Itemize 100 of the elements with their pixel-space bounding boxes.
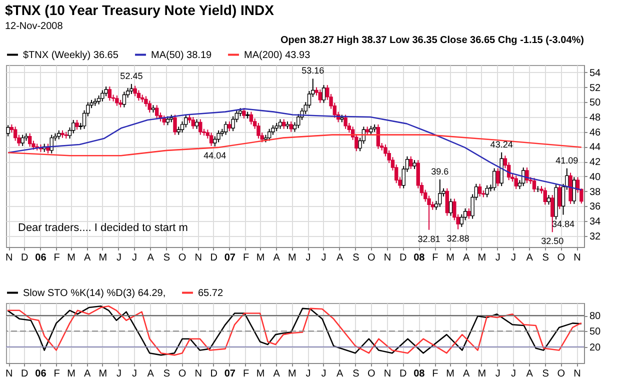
candlestick xyxy=(108,86,112,102)
x-tick-label: D xyxy=(210,252,218,264)
x-tick-label: J xyxy=(306,368,311,380)
x-tick-label: 06 xyxy=(35,252,47,264)
x-tick-label: N xyxy=(194,368,202,380)
x-tick-label: J xyxy=(321,368,326,380)
annotation: 41.09 xyxy=(556,155,578,166)
x-tick-label: M xyxy=(98,368,108,380)
x-tick-label: M xyxy=(478,252,486,264)
x-tick-label: O xyxy=(557,252,566,264)
x-tick-label: O xyxy=(368,252,376,264)
x-tick-label: A xyxy=(336,368,344,380)
annotation: 32.81 xyxy=(418,234,440,244)
x-tick-label: J xyxy=(321,252,326,264)
y-tick-label: 38 xyxy=(590,186,602,198)
legend-label: 65.72 xyxy=(198,288,224,299)
y-tick-label: 48 xyxy=(590,112,602,124)
x-tick-label: A xyxy=(84,252,92,264)
candlestick xyxy=(173,114,177,136)
x-tick-label: N xyxy=(5,252,13,264)
y-tick-label: 46 xyxy=(590,127,602,138)
x-tick-label: N xyxy=(194,252,202,264)
annotation: 32.50 xyxy=(541,236,564,246)
x-tick-label: M xyxy=(446,368,454,380)
candlestick xyxy=(20,134,24,146)
legend-label: MA(50) 38.19 xyxy=(151,50,212,61)
x-tick-label: M xyxy=(256,252,265,264)
y-tick-label: 42 xyxy=(590,157,602,168)
candlestick xyxy=(514,175,518,190)
x-tick-label: A xyxy=(147,252,154,264)
candlestick xyxy=(155,104,159,119)
x-tick-label: A xyxy=(462,252,470,264)
x-tick-label: N xyxy=(384,252,392,264)
candlestick xyxy=(115,94,119,106)
legend-label: $TNX (Weekly) 36.65 xyxy=(23,50,119,61)
candlestick xyxy=(122,91,126,108)
candlestick xyxy=(558,184,562,210)
candlestick xyxy=(438,178,442,208)
candlestick xyxy=(198,118,202,136)
x-tick-label: M xyxy=(288,368,296,380)
candlestick xyxy=(209,132,214,146)
x-tick-label: 07 xyxy=(224,252,236,264)
x-tick-label: A xyxy=(526,368,534,380)
x-tick-label: A xyxy=(462,368,470,380)
x-tick-label: 06 xyxy=(35,368,47,380)
annotation: 32.88 xyxy=(446,233,470,244)
candlestick xyxy=(467,208,471,220)
candlestick xyxy=(242,108,246,119)
x-tick-label: J xyxy=(132,368,138,380)
x-tick-label: N xyxy=(384,368,392,380)
annotation: 39.6 xyxy=(431,166,449,176)
candlestick xyxy=(6,124,10,137)
x-tick-label: F xyxy=(242,368,250,380)
x-tick-label: J xyxy=(116,368,122,380)
y-tick-label: 50 xyxy=(590,326,602,338)
candlestick xyxy=(191,116,195,130)
x-tick-label: O xyxy=(557,368,566,380)
candlestick xyxy=(289,120,293,132)
candlestick xyxy=(318,89,322,104)
legend-label: MA(200) 43.93 xyxy=(244,50,311,61)
x-tick-label: S xyxy=(542,368,550,380)
candlestick xyxy=(445,188,449,216)
y-tick-label: 54 xyxy=(590,68,602,79)
x-tick-label: D xyxy=(399,368,407,380)
candlestick xyxy=(322,84,326,104)
candlestick xyxy=(492,168,496,192)
candlestick xyxy=(100,90,104,102)
x-tick-label: D xyxy=(21,368,28,380)
candlestick xyxy=(133,85,137,97)
y-tick-label: 32 xyxy=(590,231,602,242)
x-tick-label: J xyxy=(495,252,500,264)
candlestick xyxy=(485,184,489,198)
candlestick xyxy=(267,128,272,142)
x-tick-label: O xyxy=(178,252,186,264)
candlestick xyxy=(216,130,220,143)
text: Open 38.27 High 38.37 Low 36.35 Close 36.65 Chg -1.15 (-3.04%) xyxy=(280,35,584,46)
candlestick xyxy=(162,115,166,126)
x-tick-label: S xyxy=(542,252,550,264)
x-tick-label: J xyxy=(510,368,516,380)
x-tick-label: M xyxy=(256,368,265,380)
x-tick-label: S xyxy=(352,368,360,380)
x-tick-label: N xyxy=(574,368,581,380)
x-tick-label: F xyxy=(432,368,438,380)
candlestick xyxy=(228,120,232,132)
x-tick-label: A xyxy=(84,368,92,380)
candlestick xyxy=(136,90,141,102)
y-tick-label: 50 xyxy=(590,98,602,109)
candlestick xyxy=(543,187,547,206)
y-tick-label: 40 xyxy=(590,172,602,183)
x-tick-label: A xyxy=(336,252,344,264)
candlestick xyxy=(478,183,482,197)
x-tick-label: F xyxy=(54,252,60,264)
x-tick-label: N xyxy=(5,368,13,380)
annotation: 52.45 xyxy=(120,70,143,81)
x-tick-label: D xyxy=(399,252,407,264)
x-tick-label: N xyxy=(574,252,581,264)
y-tick-label: 80 xyxy=(590,311,602,322)
candlestick xyxy=(448,198,453,216)
x-tick-label: F xyxy=(242,252,250,264)
x-tick-label: A xyxy=(273,368,280,380)
